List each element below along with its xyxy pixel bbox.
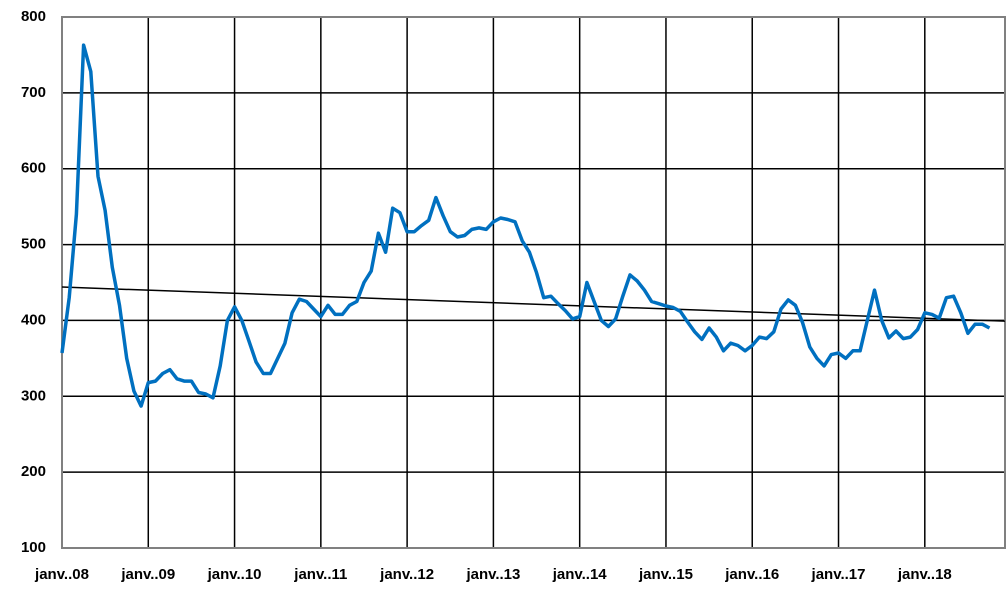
x-tick-label: janv..10	[207, 566, 262, 583]
trend-line	[61, 286, 1006, 322]
y-tick-label: 300	[21, 387, 46, 404]
data-line	[60, 43, 991, 408]
x-tick-label: janv..13	[465, 566, 520, 583]
y-tick-label: 200	[21, 463, 46, 480]
x-tick-label: janv..11	[293, 566, 347, 583]
x-tick-label: janv..17	[811, 566, 866, 583]
x-tick-label: janv..09	[120, 566, 175, 583]
x-tick-label: janv..08	[34, 566, 89, 583]
y-tick-label: 100	[21, 539, 46, 556]
x-tick-label: janv..15	[638, 566, 693, 583]
plot-border	[61, 16, 1006, 549]
x-tick-label: janv..16	[724, 566, 779, 583]
y-tick-label: 800	[21, 8, 46, 25]
y-tick-label: 400	[21, 311, 46, 328]
y-tick-label: 500	[21, 236, 46, 253]
x-tick-label: janv..12	[379, 566, 434, 583]
y-tick-label: 700	[21, 84, 46, 101]
x-tick-label: janv..18	[897, 566, 952, 583]
x-tick-label: janv..14	[552, 566, 608, 583]
y-tick-label: 600	[21, 160, 46, 177]
